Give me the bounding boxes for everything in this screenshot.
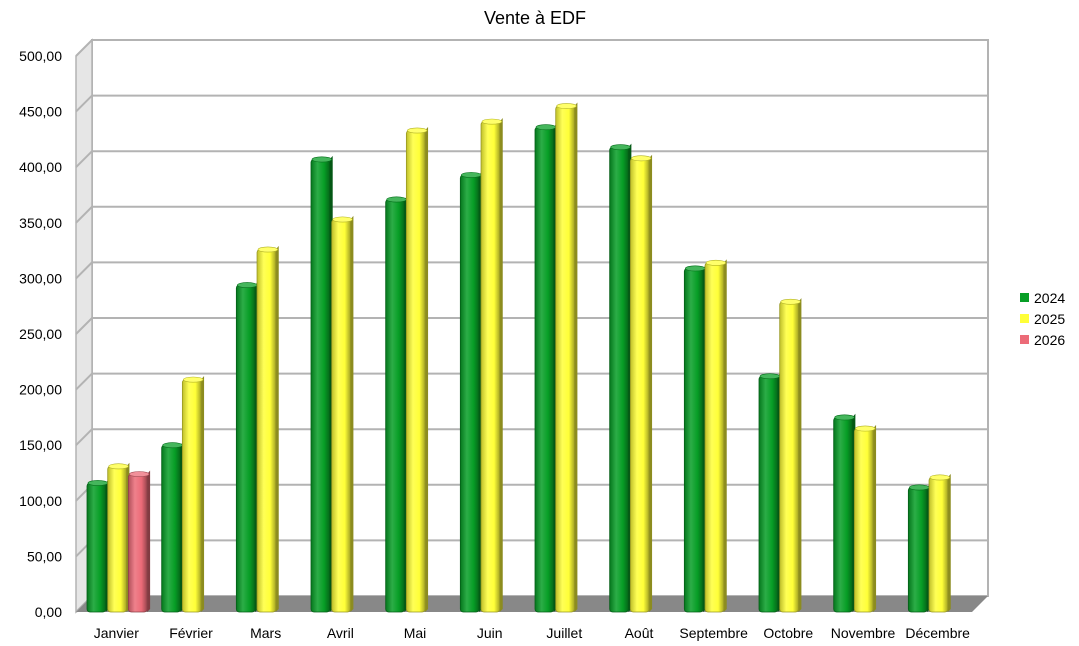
bar-2025-Novembre bbox=[853, 424, 877, 613]
bar-2024-Février bbox=[161, 441, 184, 613]
bar-2025-Décembre bbox=[928, 473, 951, 613]
bar-2024-Juin bbox=[459, 171, 483, 613]
bar-2024-Novembre bbox=[833, 413, 856, 613]
y-tick-label: 150,00 bbox=[19, 437, 62, 453]
x-tick-label: Mars bbox=[250, 625, 281, 641]
legend-item-2026: 2026 bbox=[1020, 332, 1065, 348]
bar-2026-Janvier bbox=[127, 470, 151, 613]
y-tick-label: 400,00 bbox=[19, 159, 62, 175]
bar-2025-Septembre bbox=[704, 259, 727, 613]
y-tick-label: 450,00 bbox=[19, 104, 62, 120]
legend-swatch bbox=[1020, 335, 1029, 344]
y-tick-label: 200,00 bbox=[19, 382, 62, 398]
grid-line bbox=[75, 94, 988, 113]
bar-2025-Février bbox=[181, 375, 205, 613]
bar-2024-Octobre bbox=[758, 372, 781, 613]
y-tick-label: 50,00 bbox=[27, 548, 62, 564]
x-tick-label: Février bbox=[169, 625, 213, 641]
y-tick-label: 250,00 bbox=[19, 326, 62, 342]
bar-2024-Avril bbox=[310, 155, 333, 613]
legend-label: 2025 bbox=[1034, 311, 1065, 327]
bar-2025-Juillet bbox=[555, 102, 578, 613]
bars bbox=[86, 102, 951, 613]
y-axis: 0,00 50,00 100,00 150,00 200,00 250,00 300,00 3… bbox=[19, 48, 62, 620]
bar-2024-Mars bbox=[235, 281, 259, 613]
grid-line bbox=[75, 150, 988, 168]
grid-line bbox=[75, 205, 988, 224]
bar-2025-Avril bbox=[331, 215, 354, 613]
bar-2025-Mai bbox=[405, 126, 429, 613]
x-tick-label: Octobre bbox=[763, 625, 813, 641]
bar-2024-Janvier bbox=[86, 479, 109, 613]
x-tick-label: Juin bbox=[477, 625, 503, 641]
x-tick-label: Décembre bbox=[905, 625, 970, 641]
bar-2024-Août bbox=[609, 143, 632, 613]
legend-item-2024: 2024 bbox=[1020, 290, 1065, 306]
bar-2025-Octobre bbox=[779, 298, 802, 613]
legend-swatch bbox=[1020, 314, 1029, 323]
bar-2024-Décembre bbox=[907, 483, 931, 613]
grid-line bbox=[75, 261, 988, 280]
legend-label: 2024 bbox=[1034, 290, 1065, 306]
y-tick-label: 500,00 bbox=[19, 48, 62, 64]
bar-2025-Août bbox=[629, 154, 653, 613]
x-tick-label: Mai bbox=[404, 625, 427, 641]
grid-line bbox=[75, 39, 988, 57]
bar-2025-Janvier bbox=[107, 462, 130, 613]
y-tick-label: 0,00 bbox=[35, 604, 62, 620]
bar-2024-Septembre bbox=[683, 264, 707, 613]
y-tick-label: 300,00 bbox=[19, 270, 62, 286]
bar-2025-Mars bbox=[256, 245, 279, 613]
bar-2024-Juillet bbox=[534, 123, 557, 613]
x-tick-label: Novembre bbox=[831, 625, 896, 641]
x-tick-label: Août bbox=[625, 625, 654, 641]
x-tick-label: Septembre bbox=[679, 625, 748, 641]
chart-title: Vente à EDF bbox=[484, 8, 586, 28]
y-tick-label: 100,00 bbox=[19, 493, 62, 509]
x-tick-label: Janvier bbox=[94, 625, 139, 641]
legend-label: 2026 bbox=[1034, 332, 1065, 348]
x-axis: Janvier Février Mars Avril Mai Juin Juillet Aoû… bbox=[94, 625, 970, 641]
bar-2025-Juin bbox=[480, 118, 503, 613]
y-tick-label: 350,00 bbox=[19, 215, 62, 231]
legend-swatch bbox=[1020, 293, 1029, 302]
x-tick-label: Juillet bbox=[546, 625, 582, 641]
legend: 2024 2025 2026 bbox=[1020, 290, 1065, 348]
bar-2024-Mai bbox=[385, 195, 408, 613]
legend-item-2025: 2025 bbox=[1020, 311, 1065, 327]
x-tick-label: Avril bbox=[327, 625, 354, 641]
